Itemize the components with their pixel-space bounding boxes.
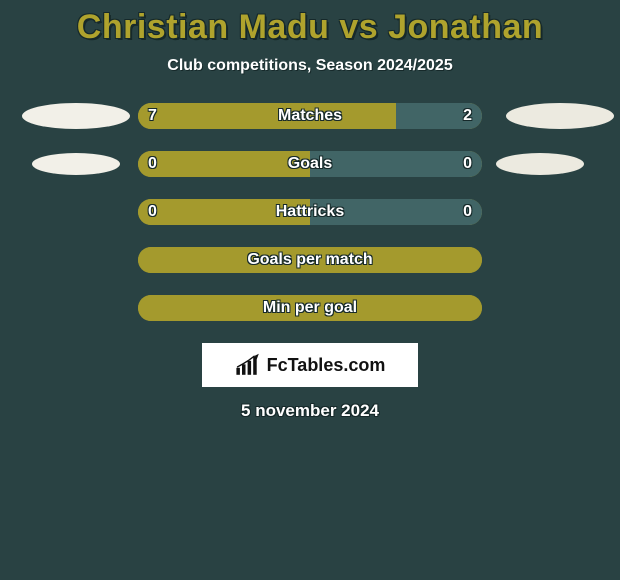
oval-slot-left bbox=[2, 103, 122, 129]
logo-text: FcTables.com bbox=[267, 355, 386, 376]
bar-value-player1: 0 bbox=[138, 199, 167, 225]
stat-bar: Goals per match bbox=[138, 247, 482, 273]
oval-slot-right bbox=[498, 153, 618, 175]
stat-bar: 72Matches bbox=[138, 103, 482, 129]
player1-oval bbox=[32, 153, 120, 175]
bar-segment-player1 bbox=[138, 295, 482, 321]
bar-value-player2: 2 bbox=[453, 103, 482, 129]
fctables-logo[interactable]: FcTables.com bbox=[202, 343, 418, 387]
bar-value-player1: 0 bbox=[138, 151, 167, 177]
stat-row: Min per goal bbox=[0, 295, 620, 321]
bar-segment-player1 bbox=[138, 247, 482, 273]
stat-row: 00Goals bbox=[0, 151, 620, 177]
date-text: 5 november 2024 bbox=[0, 401, 620, 421]
bars-growth-icon bbox=[235, 353, 263, 377]
stat-row: 72Matches bbox=[0, 103, 620, 129]
stat-rows-container: 72Matches00Goals00HattricksGoals per mat… bbox=[0, 103, 620, 321]
stat-bar: 00Hattricks bbox=[138, 199, 482, 225]
subtitle: Club competitions, Season 2024/2025 bbox=[0, 57, 620, 75]
player1-oval bbox=[22, 103, 130, 129]
player2-oval bbox=[506, 103, 614, 129]
bar-value-player2: 0 bbox=[453, 199, 482, 225]
oval-slot-right bbox=[498, 103, 618, 129]
oval-slot-left bbox=[2, 153, 122, 175]
player2-oval bbox=[496, 153, 584, 175]
bar-value-player2: 0 bbox=[453, 151, 482, 177]
stat-row: Goals per match bbox=[0, 247, 620, 273]
bar-segment-player1 bbox=[138, 103, 396, 129]
stat-bar: 00Goals bbox=[138, 151, 482, 177]
comparison-card: Christian Madu vs Jonathan Club competit… bbox=[0, 0, 620, 580]
bar-value-player1: 7 bbox=[138, 103, 167, 129]
page-title: Christian Madu vs Jonathan bbox=[0, 8, 620, 47]
stat-bar: Min per goal bbox=[138, 295, 482, 321]
stat-row: 00Hattricks bbox=[0, 199, 620, 225]
